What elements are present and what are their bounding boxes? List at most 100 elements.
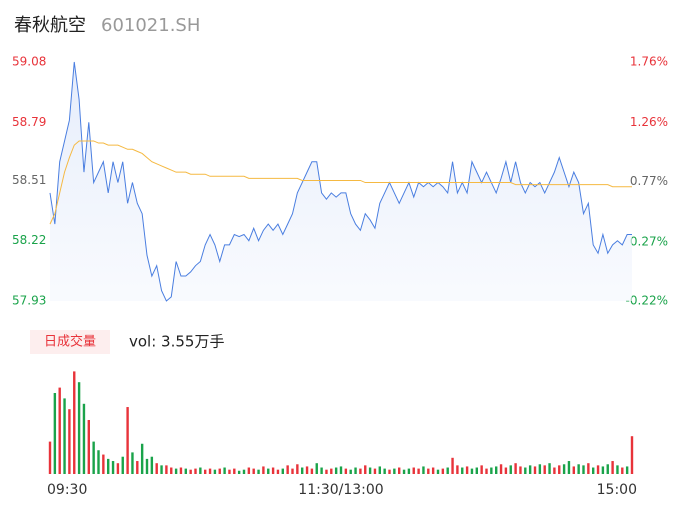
volume-bar xyxy=(616,465,619,474)
volume-bar xyxy=(73,371,76,474)
volume-bar xyxy=(194,468,197,474)
volume-bar xyxy=(587,463,590,474)
volume-label: 日成交量 xyxy=(44,334,96,350)
price-line xyxy=(49,61,632,302)
volume-bar xyxy=(189,469,192,474)
volume-bar xyxy=(611,461,614,474)
volume-bar xyxy=(267,468,270,474)
volume-bar xyxy=(349,469,352,474)
volume-bar xyxy=(558,465,561,474)
volume-bar xyxy=(208,468,212,474)
volume-bar xyxy=(485,468,488,474)
volume-bar xyxy=(48,441,52,474)
volume-bar xyxy=(427,468,430,474)
volume-bar xyxy=(218,468,221,474)
volume-bar xyxy=(504,467,508,474)
volume-bar xyxy=(315,463,318,474)
volume-bar xyxy=(398,467,401,474)
x-tick-label: 15:00 xyxy=(597,482,637,498)
volume-bar xyxy=(107,458,110,474)
volume-bar xyxy=(528,465,532,474)
volume-bar xyxy=(174,468,178,474)
volume-bar xyxy=(514,463,517,474)
price-area xyxy=(50,62,632,301)
volume-bar xyxy=(422,466,425,474)
volume-bar xyxy=(165,465,168,474)
volume-bar xyxy=(111,461,115,474)
volume-bar xyxy=(150,456,154,474)
volume-bar xyxy=(92,441,95,474)
volume-bar xyxy=(271,467,275,474)
average-line xyxy=(49,140,632,225)
volume-bar xyxy=(223,467,226,474)
volume-bar xyxy=(87,420,90,474)
volume-bar xyxy=(257,469,260,474)
volume-bar xyxy=(567,461,571,474)
volume-bar xyxy=(456,465,459,474)
volume-bar xyxy=(228,469,231,474)
volume-bar xyxy=(582,465,585,474)
volume-bar xyxy=(601,466,605,474)
volume-bar xyxy=(276,469,280,474)
volume-bar xyxy=(572,466,575,474)
volume-bar xyxy=(344,468,348,474)
volume-bar xyxy=(553,467,556,474)
volume-bar xyxy=(204,469,207,474)
volume-bar xyxy=(480,465,483,474)
volume-bar xyxy=(354,467,357,474)
volume-bar xyxy=(301,467,304,474)
volume-bar xyxy=(596,465,600,474)
volume-bar xyxy=(131,452,134,474)
volume-bar xyxy=(407,468,411,474)
volume-bar xyxy=(116,463,120,474)
volume-bar xyxy=(509,465,512,474)
volume-bar xyxy=(296,464,299,474)
y2-tick-label: 1.26% xyxy=(630,115,668,129)
volume-bar xyxy=(305,466,309,474)
volume-bar xyxy=(417,468,420,474)
volume-bar xyxy=(475,467,478,474)
volume-bar xyxy=(179,467,183,474)
volume-bar xyxy=(388,469,391,474)
y-tick-label: 59.08 xyxy=(12,55,46,69)
y2-tick-label: 1.76% xyxy=(630,55,668,69)
volume-bar xyxy=(247,467,251,474)
volume-bar xyxy=(519,466,522,474)
volume-bar xyxy=(625,466,629,474)
volume-bar xyxy=(320,467,323,474)
volume-bar xyxy=(441,468,445,474)
volume-bar xyxy=(334,467,338,474)
stock-code: 601021.SH xyxy=(101,15,200,36)
volume-bar xyxy=(325,469,328,474)
volume-bar xyxy=(548,463,551,474)
volume-bar xyxy=(68,409,71,474)
volume-bar xyxy=(577,464,580,474)
y2-tick-label: -0.22% xyxy=(626,294,668,308)
volume-bar xyxy=(140,443,144,474)
volume-bar xyxy=(533,466,537,474)
volume-bar xyxy=(102,454,105,474)
volume-bar xyxy=(524,467,527,474)
volume-bar xyxy=(562,464,566,474)
y-tick-label: 58.22 xyxy=(12,233,46,247)
volume-bar xyxy=(281,468,284,474)
volume-bar xyxy=(470,468,474,474)
volume-bar xyxy=(402,469,406,474)
volume-bar xyxy=(121,456,124,474)
volume-bar xyxy=(330,468,333,474)
volume-bar xyxy=(393,468,396,474)
volume-bar xyxy=(213,469,217,474)
volume-bar xyxy=(184,468,187,474)
volume-bar xyxy=(291,468,294,474)
volume-bar xyxy=(252,468,255,474)
volume-bar xyxy=(630,436,634,474)
x-tick-label: 11:30/13:00 xyxy=(298,482,383,498)
volume-label-bg xyxy=(30,330,110,354)
volume-bar xyxy=(499,464,503,474)
y2-tick-label: 0.77% xyxy=(630,174,668,188)
volume-bar xyxy=(339,466,343,474)
volume-bar xyxy=(431,467,435,474)
volume-bar xyxy=(199,467,202,474)
